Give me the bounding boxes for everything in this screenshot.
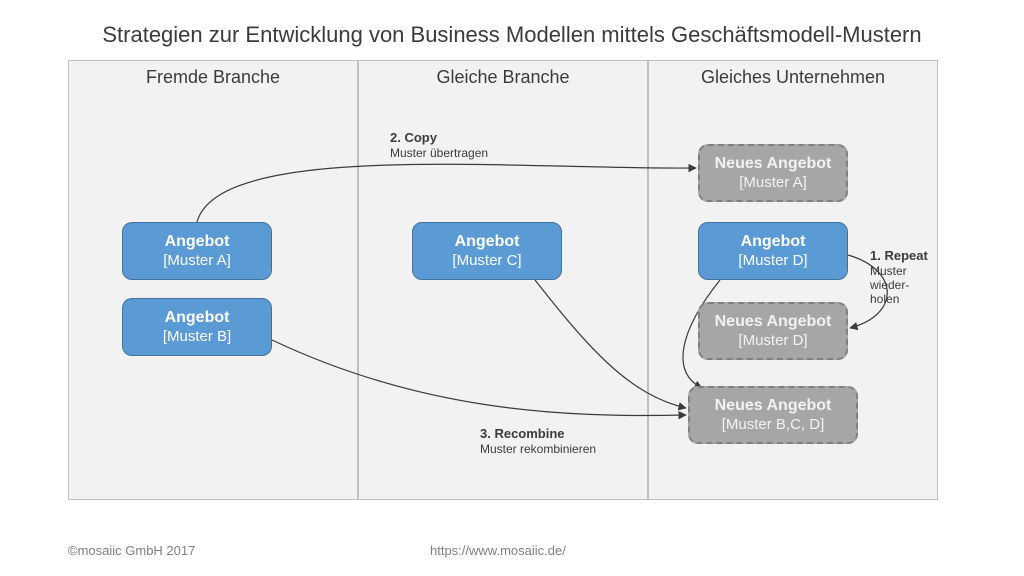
footer-url: https://www.mosaiic.de/ xyxy=(430,543,566,558)
node-title: Angebot xyxy=(699,232,847,251)
edge-label-title: 2. Copy xyxy=(390,130,590,146)
edge-label-repeat: 1. Repeat Musterwieder-holen xyxy=(870,248,960,307)
node-title: Angebot xyxy=(413,232,561,251)
edge-label-recombine: 3. Recombine Muster rekombinieren xyxy=(480,426,700,456)
node-subtitle: [Muster A] xyxy=(123,252,271,270)
node-subtitle: [Muster A] xyxy=(700,174,846,192)
node-title: Angebot xyxy=(123,232,271,251)
footer-copyright: ©mosaiic GmbH 2017 xyxy=(68,543,195,558)
node-subtitle: [Muster D] xyxy=(700,332,846,350)
node-angebot-muster-c: Angebot [Muster C] xyxy=(412,222,562,280)
node-neues-angebot-muster-d: Neues Angebot [Muster D] xyxy=(698,302,848,360)
diagram-canvas: Strategien zur Entwicklung von Business … xyxy=(0,0,1024,576)
node-subtitle: [Muster C] xyxy=(413,252,561,270)
edge-label-title: 1. Repeat xyxy=(870,248,960,264)
edge-label-sub: Musterwieder-holen xyxy=(870,264,960,307)
page-title: Strategien zur Entwicklung von Business … xyxy=(0,22,1024,48)
node-neues-angebot-muster-a: Neues Angebot [Muster A] xyxy=(698,144,848,202)
column-fremde-branche: Fremde Branche xyxy=(68,60,358,500)
node-subtitle: [Muster B] xyxy=(123,328,271,346)
edge-label-title: 3. Recombine xyxy=(480,426,700,442)
node-angebot-muster-b: Angebot [Muster B] xyxy=(122,298,272,356)
node-angebot-muster-d: Angebot [Muster D] xyxy=(698,222,848,280)
edge-label-copy: 2. Copy Muster übertragen xyxy=(390,130,590,160)
edge-label-sub: Muster rekombinieren xyxy=(480,442,700,456)
node-title: Neues Angebot xyxy=(690,396,856,415)
node-title: Neues Angebot xyxy=(700,154,846,173)
node-title: Neues Angebot xyxy=(700,312,846,331)
node-subtitle: [Muster B,C, D] xyxy=(690,416,856,434)
node-title: Angebot xyxy=(123,308,271,327)
edge-label-sub: Muster übertragen xyxy=(390,146,590,160)
column-header: Gleiches Unternehmen xyxy=(649,61,937,88)
node-subtitle: [Muster D] xyxy=(699,252,847,270)
column-header: Gleiche Branche xyxy=(359,61,647,88)
node-neues-angebot-muster-bcd: Neues Angebot [Muster B,C, D] xyxy=(688,386,858,444)
column-header: Fremde Branche xyxy=(69,61,357,88)
node-angebot-muster-a: Angebot [Muster A] xyxy=(122,222,272,280)
